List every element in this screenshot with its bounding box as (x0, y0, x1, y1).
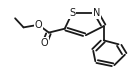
Text: O: O (41, 38, 48, 48)
Text: O: O (35, 20, 42, 30)
Text: S: S (69, 8, 75, 18)
Text: N: N (93, 8, 100, 18)
